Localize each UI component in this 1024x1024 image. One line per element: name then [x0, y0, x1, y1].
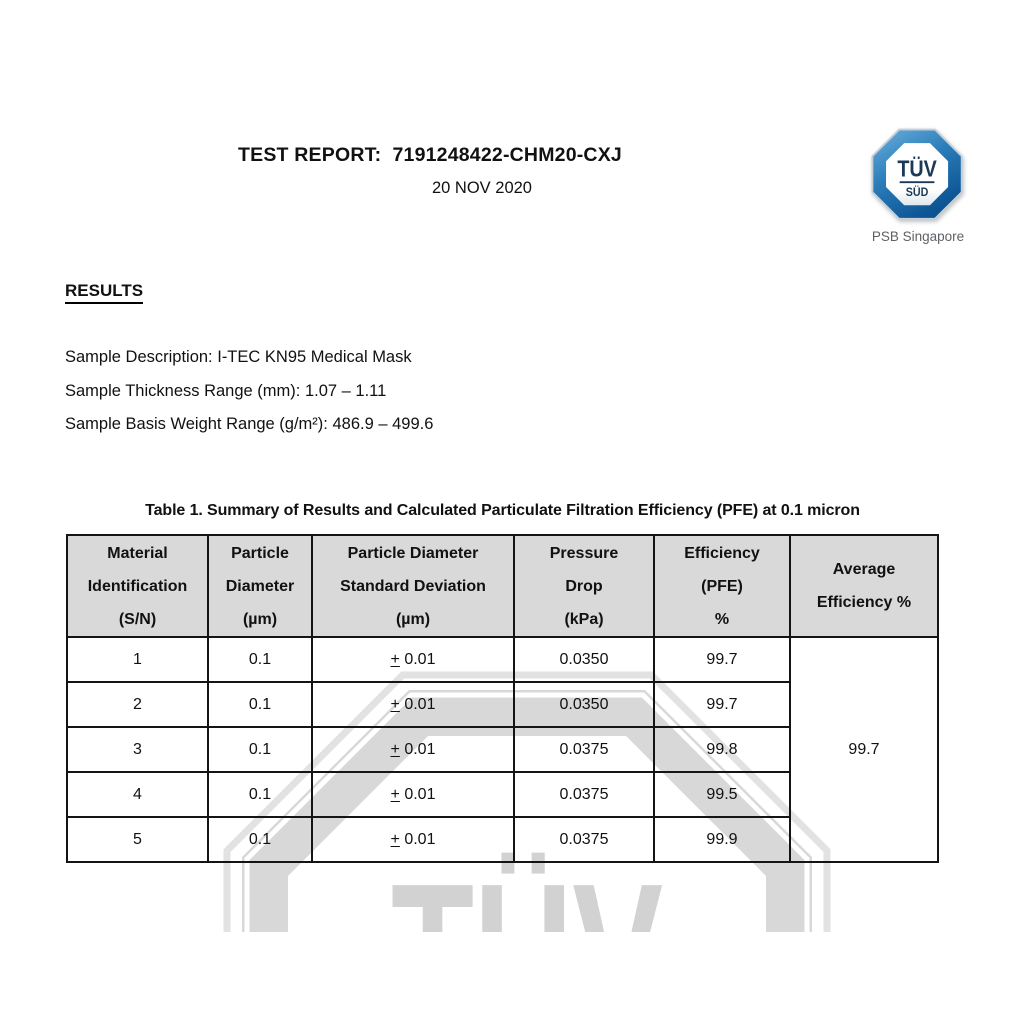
cell-particle-diameter: 0.1 — [207, 816, 313, 863]
report-date: 20 NOV 2020 — [432, 179, 532, 197]
report-title: TEST REPORT: 7191248422-CHM20-CXJ — [238, 144, 622, 166]
cell-pressure-drop: 0.0375 — [513, 726, 655, 773]
results-heading: RESULTS — [65, 281, 144, 304]
table-caption: Table 1. Summary of Results and Calculat… — [145, 502, 860, 519]
tuv-sud-logo-icon: TÜV SÜD — [871, 128, 963, 220]
cell-pressure-drop: 0.0350 — [513, 681, 655, 728]
column-header-pressure-drop: Pressure Drop (kPa) — [513, 534, 655, 638]
cell-particle-diameter: 0.1 — [207, 771, 313, 818]
results-heading-text: RESULTS — [65, 281, 144, 304]
cell-pressure-drop: 0.0350 — [513, 636, 655, 683]
table-header-row: Material Identification (S/N) Particle D… — [66, 534, 939, 638]
cell-standard-deviation: + 0.01 — [311, 726, 515, 773]
column-header-material-identification: Material Identification (S/N) — [66, 534, 209, 638]
cell-standard-deviation: + 0.01 — [311, 636, 515, 683]
logo-caption: PSB Singapore — [871, 229, 965, 244]
cell-sn: 3 — [66, 726, 209, 773]
sample-info: Sample Description: I-TEC KN95 Medical M… — [65, 341, 433, 442]
cell-efficiency: 99.5 — [653, 771, 791, 818]
table-row: 1 0.1 + 0.01 0.0350 99.7 99.7 — [66, 636, 939, 863]
results-table: Material Identification (S/N) Particle D… — [66, 534, 939, 863]
cell-sn: 5 — [66, 816, 209, 863]
cell-particle-diameter: 0.1 — [207, 726, 313, 773]
cell-efficiency: 99.9 — [653, 816, 791, 863]
sample-thickness-range: Sample Thickness Range (mm): 1.07 – 1.11 — [65, 381, 387, 400]
cell-particle-diameter: 0.1 — [207, 636, 313, 683]
cell-efficiency: 99.8 — [653, 726, 791, 773]
cell-particle-diameter: 0.1 — [207, 681, 313, 728]
sample-description: Sample Description: I-TEC KN95 Medical M… — [65, 348, 412, 366]
cell-standard-deviation: + 0.01 — [311, 771, 515, 818]
cell-pressure-drop: 0.0375 — [513, 771, 655, 818]
column-header-average-efficiency: Average Efficiency % — [789, 534, 939, 638]
logo-tuv-text: TÜV — [897, 156, 937, 182]
sample-basis-weight-range: Sample Basis Weight Range (g/m²): 486.9 … — [65, 415, 434, 433]
table-row: 3 0.1 + 0.01 0.0375 99.8 — [66, 726, 938, 773]
cell-pressure-drop: 0.0375 — [513, 816, 655, 863]
logo-sud-text: SÜD — [906, 186, 929, 199]
cell-standard-deviation: + 0.01 — [311, 681, 515, 728]
column-header-particle-diameter: Particle Diameter (µm) — [207, 534, 313, 638]
cell-sn: 2 — [66, 681, 209, 728]
table-row: 2 0.1 + 0.01 0.0350 99.7 — [66, 681, 938, 728]
table-row: 4 0.1 + 0.01 0.0375 99.5 — [66, 771, 938, 818]
column-header-efficiency: Efficiency (PFE) % — [653, 534, 791, 638]
cell-sn: 4 — [66, 771, 209, 818]
cell-standard-deviation: + 0.01 — [311, 816, 515, 863]
logo-inner-octagon — [886, 143, 949, 206]
cell-efficiency: 99.7 — [653, 636, 791, 683]
table-row: 5 0.1 + 0.01 0.0375 99.9 — [66, 816, 938, 863]
column-header-standard-deviation: Particle Diameter Standard Deviation (µm… — [311, 534, 515, 638]
cell-sn: 1 — [66, 636, 209, 683]
cell-efficiency: 99.7 — [653, 681, 791, 728]
cell-average-efficiency: 99.7 — [789, 636, 939, 863]
